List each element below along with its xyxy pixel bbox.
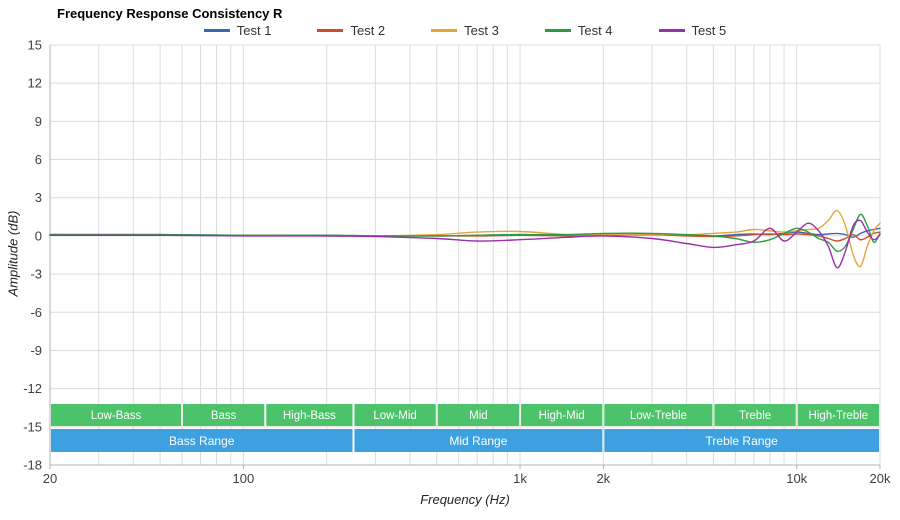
- chart-legend: Test 1 Test 2 Test 3 Test 4 Test 5: [50, 23, 880, 38]
- sub-band: [354, 404, 436, 426]
- sub-band: [797, 404, 879, 426]
- sub-band-label: Low-Mid: [373, 410, 416, 422]
- legend-item-test-2: Test 2: [317, 23, 385, 38]
- sub-band-label: Low-Bass: [91, 410, 142, 422]
- x-tick-label: 20: [43, 471, 57, 486]
- legend-swatch: [431, 29, 458, 32]
- legend-label: Test 3: [464, 23, 499, 38]
- sub-band: [437, 404, 520, 426]
- sub-band: [714, 404, 796, 426]
- x-tick-label: 100: [233, 471, 255, 486]
- sub-band: [183, 404, 265, 426]
- sub-band: [604, 404, 713, 426]
- range-band-label: Mid Range: [449, 434, 507, 448]
- y-tick-label: 0: [35, 228, 42, 243]
- legend-swatch: [544, 29, 571, 32]
- y-tick-label: 12: [28, 76, 42, 91]
- range-band-label: Bass Range: [169, 434, 235, 448]
- gridlines: [49, 44, 881, 466]
- series-line-test-5: [49, 219, 881, 269]
- chart-title: Frequency Response Consistency R: [57, 6, 283, 21]
- legend-label: Test 5: [691, 23, 727, 38]
- x-tick-label: 1k: [513, 471, 527, 486]
- y-tick-label: 6: [35, 152, 42, 167]
- range-band-label: Treble Range: [706, 434, 779, 448]
- range-band: [354, 429, 603, 452]
- legend-swatch: [658, 29, 685, 32]
- sub-band-label: High-Bass: [283, 410, 336, 422]
- legend-item-test-1: Test 1: [203, 23, 272, 38]
- legend-swatch: [317, 29, 344, 32]
- series-lines: [49, 209, 881, 269]
- sub-band-label: Bass: [211, 410, 237, 422]
- sub-band-label: Treble: [739, 410, 771, 422]
- y-tick-label: -3: [30, 267, 42, 282]
- x-tick-label: 20k: [870, 471, 891, 486]
- sub-band-label: Low-Treble: [630, 410, 687, 422]
- y-tick-labels: 15 12 9 6 3 0 -3 -6 -9 -12 -15 -18: [23, 38, 42, 473]
- y-tick-label: 15: [28, 38, 42, 53]
- range-band: [51, 429, 353, 452]
- axes: [49, 45, 880, 466]
- frequency-bands: Low-Bass Bass High-Bass Low-Mid Mid High-Mid L…: [51, 404, 879, 452]
- x-tick-labels: 20 100 1k 2k 10k 20k: [43, 465, 891, 486]
- legend-swatch: [203, 29, 230, 32]
- y-tick-label: 9: [35, 114, 42, 129]
- sub-band: [51, 404, 182, 426]
- y-tick-label: -15: [23, 419, 42, 434]
- sub-band: [266, 404, 353, 426]
- y-tick-label: -6: [30, 305, 42, 320]
- sub-band: [521, 404, 603, 426]
- y-tick-label: 3: [35, 190, 42, 205]
- legend-item-test-3: Test 3: [431, 23, 499, 38]
- y-tick-label: -9: [30, 343, 42, 358]
- legend-label: Test 1: [236, 23, 272, 38]
- x-tick-label: 2k: [596, 471, 610, 486]
- y-tick-label: -18: [23, 458, 42, 473]
- legend-item-test-4: Test 4: [544, 23, 613, 38]
- sub-band-label: High-Treble: [809, 410, 869, 422]
- x-tick-label: 10k: [786, 471, 807, 486]
- series-line-test-3: [49, 209, 881, 268]
- legend-label: Test 2: [350, 23, 386, 38]
- y-axis-label: Amplitude (dB): [5, 210, 21, 297]
- legend-item-test-5: Test 5: [658, 23, 727, 38]
- legend-label: Test 4: [577, 23, 613, 38]
- sub-band-label: High-Mid: [539, 410, 585, 422]
- x-axis-label: Frequency (Hz): [420, 492, 510, 507]
- range-band: [604, 429, 879, 452]
- sub-band-label: Mid: [469, 410, 488, 422]
- y-tick-label: -12: [23, 381, 42, 396]
